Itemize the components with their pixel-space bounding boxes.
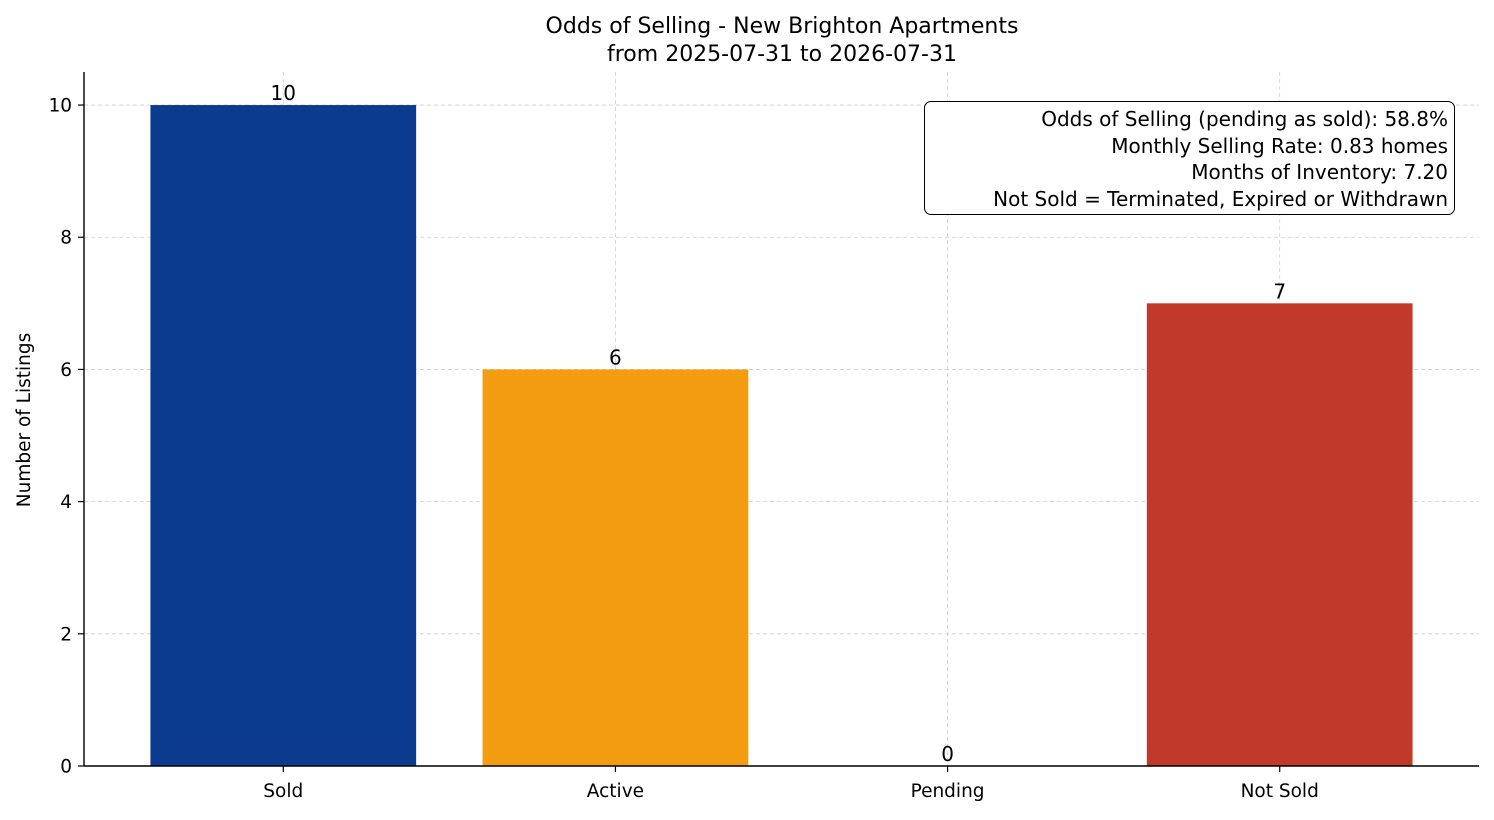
x-tick-label: Pending [911,781,985,802]
bar-value-labels: 10 6 0 7 [271,81,1287,766]
stats-annotation-box: Odds of Selling (pending as sold): 58.8%… [924,101,1455,215]
y-tick-label: 8 [60,228,72,249]
y-tick-label: 4 [60,492,72,513]
x-tick-label: Sold [263,781,303,802]
odds-of-selling-text: Odds of Selling (pending as sold): 58.8% [1041,107,1448,131]
chart-subtitle: from 2025-07-31 to 2026-07-31 [607,42,957,67]
monthly-selling-rate-text: Monthly Selling Rate: 0.83 homes [1111,133,1448,158]
y-ticks: 0 2 4 6 8 10 [48,96,84,778]
bar-value-label: 7 [1273,279,1286,303]
y-axis-label: Number of Listings [14,333,35,508]
bar-not-sold [1146,303,1413,766]
bar-value-label: 0 [941,742,954,766]
bar-value-label: 10 [271,81,296,105]
x-ticks: Sold Active Pending Not Sold [263,766,1319,802]
bar-sold [150,105,417,767]
months-of-inventory-text: Months of Inventory: 7.20 [1191,160,1448,184]
y-tick-label: 10 [48,96,72,117]
x-tick-label: Active [587,781,644,802]
y-tick-label: 6 [60,360,72,381]
not-sold-definition-text: Not Sold = Terminated, Expired or Withdr… [993,186,1448,211]
axes [83,72,1479,767]
y-tick-label: 0 [60,757,72,778]
bar-active [482,369,749,766]
y-tick-label: 2 [60,624,72,645]
x-tick-label: Not Sold [1241,781,1319,802]
chart-title: Odds of Selling - New Brighton Apartment… [546,14,1019,39]
bars [150,105,1413,767]
bar-value-label: 6 [609,345,622,369]
